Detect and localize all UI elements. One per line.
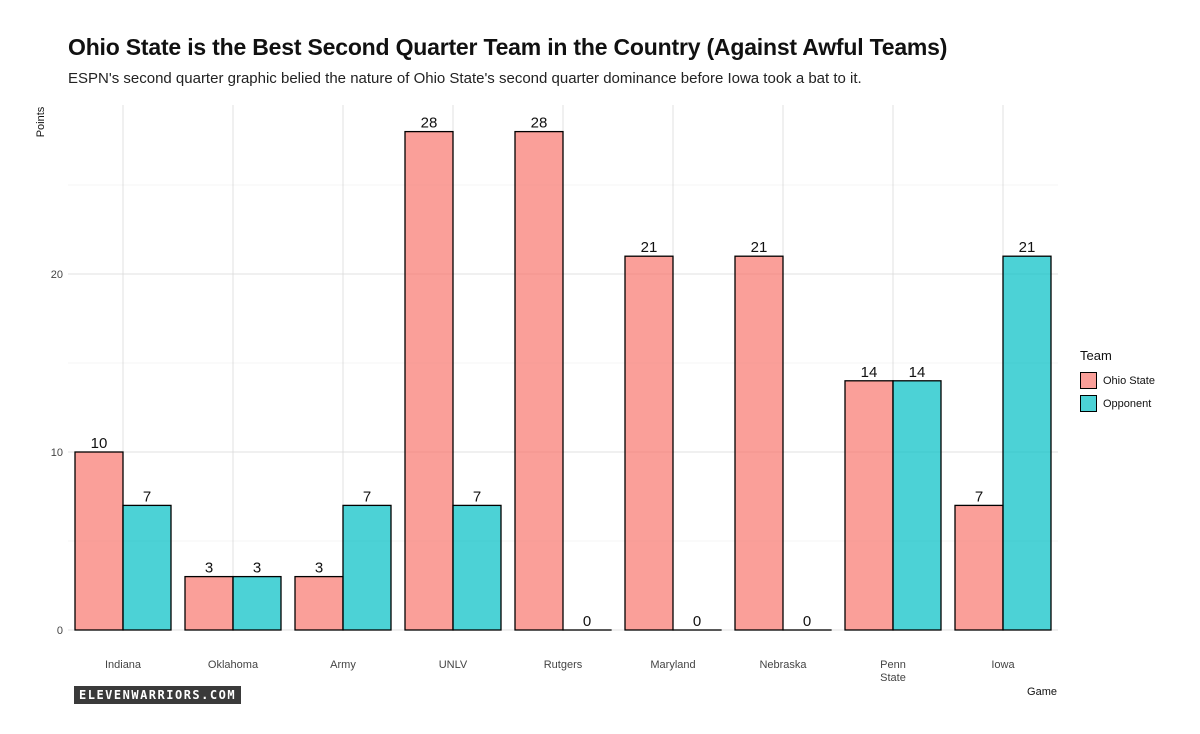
bar-value-label: 0	[803, 613, 811, 630]
x-tick-label: Indiana	[105, 659, 142, 671]
bar-value-label: 28	[421, 115, 438, 132]
chart-title: Ohio State is the Best Second Quarter Te…	[68, 34, 948, 60]
bar-value-label: 21	[641, 239, 658, 256]
bar-ohio-state	[74, 451, 124, 631]
bar-ohio-state	[514, 130, 564, 631]
bar-opponent	[452, 504, 502, 631]
elevenwarriors-logo: ELEVENWARRIORS.COM	[74, 686, 242, 704]
bar-value-label: 28	[531, 115, 548, 132]
bar-value-label: 3	[253, 560, 261, 577]
x-tick-label: UNLV	[439, 659, 468, 671]
bar-value-label: 21	[1019, 239, 1036, 256]
x-tick-label: Rutgers	[544, 659, 583, 671]
legend: Team Ohio State Opponent	[1080, 348, 1155, 415]
bar-value-label: 14	[861, 364, 878, 381]
bar-ohio-state	[404, 130, 454, 631]
y-axis-title: Points	[35, 106, 47, 137]
bar-value-label: 7	[363, 488, 371, 505]
bar-value-label: 0	[693, 613, 701, 630]
bar-opponent	[892, 380, 942, 631]
bar-value-label: 10	[91, 435, 108, 452]
legend-item-ohio-state: Ohio State	[1080, 369, 1155, 392]
y-tick-label: 10	[51, 447, 63, 459]
x-tick-label: Oklahoma	[208, 659, 259, 671]
legend-swatch-opponent	[1080, 395, 1097, 412]
bar-value-label: 7	[473, 488, 481, 505]
bar-opponent	[122, 504, 172, 631]
bar-value-label: 3	[205, 560, 213, 577]
x-axis-title: Game	[1027, 686, 1057, 698]
bar-ohio-state	[734, 255, 784, 631]
bar-value-label: 0	[583, 613, 591, 630]
x-tick-label: Nebraska	[759, 659, 807, 671]
bar-ohio-state	[624, 255, 674, 631]
bar-opponent	[1002, 255, 1052, 631]
bar-ohio-state	[184, 575, 234, 631]
x-tick-label: Penn State	[880, 659, 906, 684]
bar-ohio-state	[844, 380, 894, 631]
bar-value-label: 14	[909, 364, 926, 381]
chart-subtitle: ESPN's second quarter graphic belied the…	[68, 70, 862, 87]
x-tick-label: Army	[330, 659, 356, 671]
bar-value-label: 7	[975, 488, 983, 505]
legend-item-opponent: Opponent	[1080, 392, 1155, 415]
bar-ohio-state	[954, 504, 1004, 631]
x-tick-label: Maryland	[650, 659, 695, 671]
bar-opponent	[232, 575, 282, 631]
bar-value-label: 21	[751, 239, 768, 256]
bar-opponent	[342, 504, 392, 631]
legend-label-opponent: Opponent	[1103, 397, 1152, 410]
bar-value-label: 3	[315, 560, 323, 577]
x-tick-label: Iowa	[991, 659, 1015, 671]
legend-title: Team	[1080, 348, 1112, 363]
legend-label-ohio-state: Ohio State	[1103, 374, 1155, 387]
legend-swatch-ohio-state	[1080, 372, 1097, 389]
bar-ohio-state	[294, 575, 344, 631]
y-tick-label: 20	[51, 269, 63, 281]
y-tick-label: 0	[57, 625, 63, 637]
bar-value-label: 7	[143, 488, 151, 505]
